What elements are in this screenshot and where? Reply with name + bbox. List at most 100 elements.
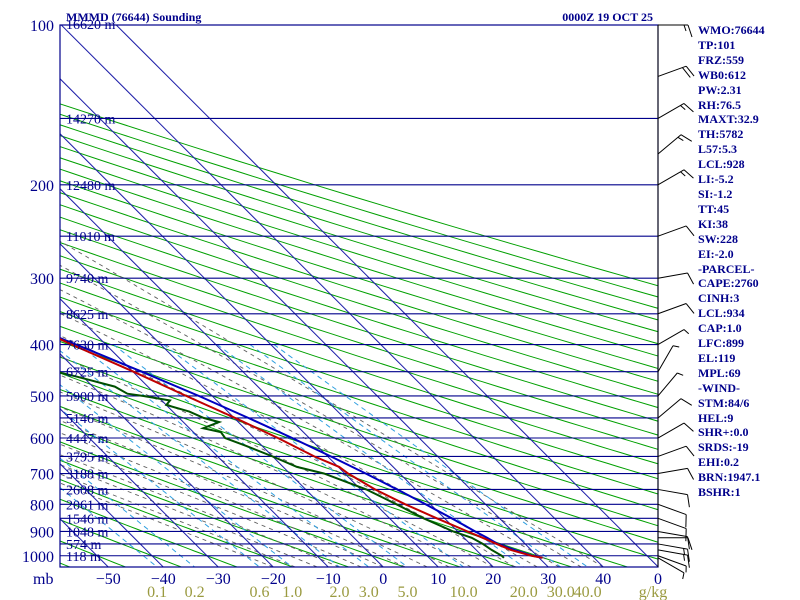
sounding-indices-panel: WMO:76644 TP:101 FRZ:559 WB0:612 PW:2.31 RH:7…	[698, 23, 798, 500]
sounding-index-entry: LCL:928	[698, 157, 745, 172]
sounding-index-entry: -PARCEL-	[698, 261, 755, 276]
mixing-ratio-label: 20.0	[510, 584, 538, 600]
dry-adiabat-line	[60, 255, 658, 450]
mixing-ratio-line	[60, 408, 260, 567]
isotherm-line	[60, 353, 274, 567]
height-label: 6725 m	[66, 366, 109, 381]
dry-adiabat-line	[60, 216, 658, 409]
pressure-tick-label: 100	[30, 18, 54, 35]
temperature-trace	[60, 337, 543, 559]
mixing-ratio-labels: 0.1 0.2 0.6 1.0 2.0 3.0 5.0 10.0 20.0 30.040.0 g/k…	[147, 584, 667, 600]
mixing-ratio-label: 0.1	[147, 584, 167, 600]
wind-barb	[657, 422, 694, 439]
background-grid	[60, 25, 658, 567]
height-label: 4447 m	[66, 432, 109, 447]
wind-barb	[657, 555, 687, 573]
mixing-ratio-label: 40.0	[574, 584, 602, 600]
sounding-index-entry: L57:5.3	[698, 142, 737, 157]
moist-adiabat-line	[60, 240, 604, 567]
sounding-index-entry: SRDS:-19	[698, 440, 749, 455]
temperature-axis-labels: mb −50 −40 −30 −20 −10 0 10 20 30 40 0	[33, 571, 662, 588]
temperature-tick-label: −40	[151, 571, 176, 588]
dry-adiabat-line	[60, 103, 658, 287]
sounding-index-entry: PW:2.31	[698, 82, 742, 97]
moist-adiabat-line	[60, 289, 560, 567]
pressure-tick-label: 300	[30, 271, 54, 288]
wind-barb	[657, 517, 687, 542]
sounding-index-entry: CINH:3	[698, 291, 740, 306]
height-label: 5146 m	[66, 412, 109, 427]
dry-adiabat-line	[60, 478, 293, 567]
pressure-tick-label: 900	[30, 524, 54, 541]
wind-barb	[657, 303, 695, 315]
wind-barb	[657, 530, 690, 550]
pressure-tick-label: 200	[30, 178, 54, 195]
dry-adiabat-line	[60, 146, 658, 333]
height-label: 12480 m	[66, 179, 116, 194]
sounding-index-entry: BRN:1947.1	[698, 470, 761, 485]
dry-adiabat-line	[60, 282, 658, 480]
mixing-ratio-line	[216, 344, 524, 567]
temperature-tick-label: −20	[261, 571, 286, 588]
parcel-trace	[60, 337, 543, 559]
dry-adiabat-line	[60, 204, 658, 395]
wind-barb	[657, 169, 694, 186]
isotherm-line	[60, 408, 219, 567]
dewpoint-trace	[60, 371, 505, 559]
height-label: 8625 m	[66, 308, 109, 323]
sounding-index-entry: MAXT:32.9	[698, 112, 759, 127]
sounding-index-entry: STM:84/6	[698, 395, 750, 410]
isotherm-line	[60, 298, 329, 567]
mixing-ratio-unit: g/kg	[639, 584, 667, 600]
temperature-tick-label: 0	[379, 571, 387, 588]
wind-barb	[657, 329, 690, 345]
wind-barbs	[657, 24, 695, 580]
sounding-index-entry: HEL:9	[698, 410, 734, 425]
wind-barb	[657, 557, 685, 580]
dry-adiabats	[60, 103, 658, 567]
dry-adiabat-line	[60, 325, 658, 527]
height-label: 574 m	[66, 538, 102, 553]
pressure-tick-label: 600	[30, 431, 54, 448]
isotherm-line	[60, 78, 549, 567]
sounding-index-entry: WMO:76644	[698, 23, 765, 37]
isotherm-line	[60, 463, 164, 567]
mixing-ratio-label: 30.0	[547, 584, 575, 600]
moist-adiabat-line	[60, 482, 274, 567]
sounding-index-entry: TT:45	[698, 201, 730, 216]
mixing-ratio-line	[60, 457, 195, 567]
wind-barb	[657, 225, 695, 237]
wind-barb	[657, 467, 695, 480]
mixing-ratio-label: 2.0	[329, 584, 349, 600]
dry-adiabat-line	[60, 157, 658, 345]
dry-adiabat-line	[60, 168, 658, 357]
sounding-index-entry: CAP:1.0	[698, 321, 742, 336]
dry-adiabat-line	[60, 113, 658, 298]
dry-adiabat-line	[60, 124, 658, 309]
isotherm-line	[60, 188, 439, 567]
sounding-index-entry: FRZ:559	[698, 52, 744, 67]
isotherm-line	[115, 25, 658, 567]
mixing-ratio-label: 0.6	[250, 584, 270, 600]
dry-adiabat-line	[60, 388, 572, 567]
temperature-tick-label: 30	[540, 571, 556, 588]
sounding-index-entry: LCL:934	[698, 306, 745, 321]
wind-barb	[657, 549, 690, 568]
temperature-tick-label: 40	[595, 571, 611, 588]
height-label: 14270 m	[66, 112, 116, 127]
sounding-index-entry: EI:-2.0	[698, 246, 734, 261]
moist-adiabat-line	[60, 473, 296, 567]
isotherm-line	[60, 243, 384, 567]
dry-adiabat-line	[60, 423, 461, 567]
pressure-tick-label: 800	[30, 497, 54, 514]
dry-adiabat-line	[60, 229, 658, 422]
isotherm-line	[60, 25, 604, 567]
dry-adiabat-line	[60, 340, 658, 543]
mixing-ratio-label: 10.0	[450, 584, 478, 600]
sounding-index-entry: SHR+:0.0	[698, 425, 749, 440]
height-label: 3188 m	[66, 468, 109, 483]
wind-barb	[658, 537, 693, 550]
wind-barb	[657, 398, 693, 419]
dry-adiabat-line	[60, 135, 658, 321]
